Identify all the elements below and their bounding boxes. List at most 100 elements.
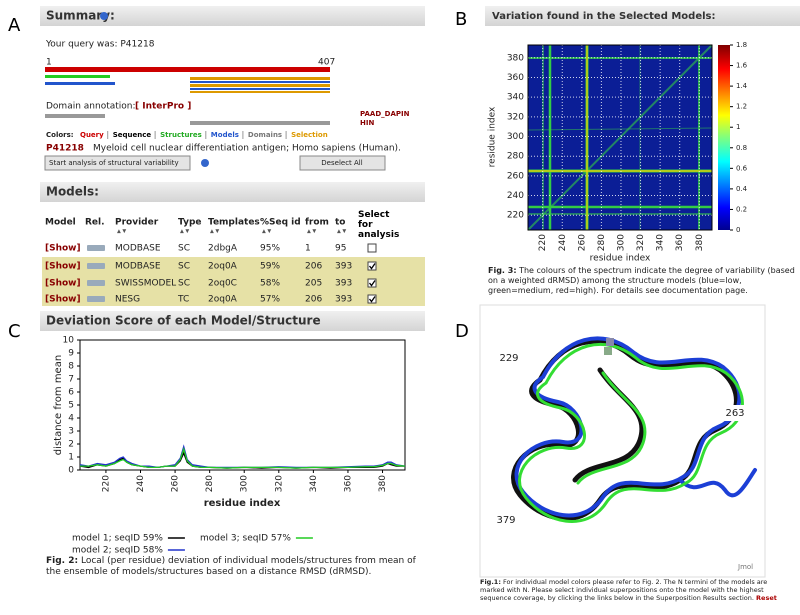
- show-link[interactable]: [Show]: [45, 244, 81, 254]
- y-tick-label: 300: [507, 132, 524, 142]
- y-tick-label: 10: [63, 336, 75, 346]
- model-bars: [190, 77, 330, 93]
- protein-link[interactable]: P41218: [46, 144, 84, 154]
- n-terminus-marker: [606, 338, 614, 346]
- table-cell: 393: [335, 262, 352, 272]
- heatmap: [527, 44, 713, 231]
- y-tick-label: 360: [507, 73, 524, 83]
- checkbox[interactable]: [367, 243, 377, 253]
- sort-arrows: ▲ ▼: [262, 229, 271, 235]
- table-header: Rel.: [85, 218, 105, 228]
- y-tick-label: 7: [68, 375, 74, 385]
- colors-label: Colors:: [46, 131, 74, 139]
- info-icon[interactable]: [201, 159, 209, 167]
- show-link[interactable]: [Show]: [45, 295, 81, 305]
- checkbox[interactable]: [367, 278, 377, 288]
- table-cell: 2oq0A: [208, 295, 238, 305]
- table-cell: 205: [305, 279, 322, 289]
- panel-label: B: [455, 9, 467, 30]
- x-tick-label: 300: [616, 234, 626, 251]
- checkmark: [368, 296, 376, 303]
- button-label[interactable]: Start analysis of structural variability: [49, 159, 179, 167]
- colorbar: [718, 45, 730, 230]
- rel-icon: [87, 296, 105, 302]
- button[interactable]: [299, 155, 386, 171]
- checkmark: [368, 263, 376, 270]
- query-bar: [45, 67, 330, 72]
- seq-start: 1: [46, 58, 52, 68]
- x-tick-label: 360: [675, 234, 685, 251]
- table-cell: MODBASE: [115, 262, 161, 272]
- show-link[interactable]: [Show]: [45, 262, 81, 272]
- x-tick-label: 240: [136, 475, 146, 492]
- y-tick-label: 1: [68, 453, 74, 463]
- label-box: [496, 350, 522, 366]
- table-cell: 1: [305, 244, 311, 254]
- panel-label: A: [8, 15, 21, 36]
- colorbar-tick-label: 1: [736, 123, 740, 131]
- sort-arrows: ▲ ▼: [307, 229, 316, 235]
- table-cell: 2dbgA: [208, 244, 238, 254]
- info-icon[interactable]: [100, 12, 108, 20]
- caption-label: Fig. 3:: [488, 266, 517, 275]
- x-tick-label: 320: [274, 475, 284, 492]
- colorbar-tick-label: 0.6: [736, 164, 748, 172]
- caption: Fig. 3: The colours of the spectrum indi…: [488, 266, 795, 295]
- section-header: [40, 311, 425, 331]
- y-tick-label: 220: [507, 211, 524, 221]
- button-label[interactable]: Deselect All: [321, 159, 362, 167]
- plot-frame: [527, 44, 713, 231]
- checkbox[interactable]: [367, 294, 377, 304]
- y-axis-label: distance from mean: [53, 355, 64, 455]
- y-tick-label: 6: [68, 388, 74, 398]
- colorbar-tick-label: 0.2: [736, 205, 747, 213]
- colorbar-tick-label: 1.6: [736, 62, 748, 70]
- checkbox[interactable]: [367, 261, 377, 271]
- domain-link[interactable]: PAAD_DAPIN: [360, 110, 410, 118]
- table-header: Model: [45, 218, 76, 228]
- y-tick-label: 340: [507, 93, 524, 103]
- checkmark: [368, 280, 376, 287]
- y-tick-label: 280: [507, 152, 524, 162]
- table-cell: 58%: [260, 279, 280, 289]
- table-cell: 95%: [260, 244, 280, 254]
- x-tick-label: 220: [538, 234, 548, 251]
- x-tick-label: 260: [577, 234, 587, 251]
- caption-text: For individual model colors please refer…: [480, 578, 768, 602]
- legend-label: model 1; seqID 59%: [72, 534, 163, 544]
- seq-end: 407: [318, 58, 335, 68]
- plot-area: [79, 339, 406, 471]
- y-tick-label: 4: [68, 414, 74, 424]
- caption: Fig. 2: Local (per residue) deviation of…: [46, 556, 416, 577]
- table-header: %Seq id: [260, 218, 301, 228]
- colorbar-tick-label: 1.4: [736, 82, 748, 90]
- table-cell: 393: [335, 279, 352, 289]
- y-tick-label: 9: [68, 349, 74, 359]
- residue-label: 229: [499, 353, 518, 364]
- panel-label: D: [455, 321, 469, 342]
- x-tick-label: 260: [171, 475, 181, 492]
- chart-title: Deviation Score of each Model/Structure: [46, 314, 321, 328]
- x-tick-label: 300: [240, 475, 250, 492]
- table-header: Templates: [208, 218, 260, 228]
- colorbar-tick-label: 1.2: [736, 103, 747, 111]
- table-cell: 206: [305, 295, 322, 305]
- interpro-link[interactable]: [ InterPro ]: [135, 102, 191, 112]
- domain-link[interactable]: HIN: [360, 119, 374, 127]
- table-cell: SC: [178, 244, 190, 254]
- sort-arrows: ▲ ▼: [117, 229, 126, 235]
- table-header: Select for analysis: [358, 210, 399, 240]
- rel-icon: [87, 280, 105, 286]
- y-tick-label: 240: [507, 191, 524, 201]
- x-tick-label: 380: [695, 234, 705, 251]
- query: Your query was: P41218: [45, 40, 155, 50]
- button[interactable]: [44, 155, 191, 171]
- x-tick-label: 280: [597, 234, 607, 251]
- show-link[interactable]: [Show]: [45, 279, 81, 289]
- models-title: Models:: [46, 185, 99, 199]
- table-cell: NESG: [115, 295, 140, 305]
- reset-link[interactable]: Reset: [756, 594, 777, 602]
- domain-annotation: Domain annotation:: [46, 102, 136, 112]
- line-series: [80, 447, 406, 469]
